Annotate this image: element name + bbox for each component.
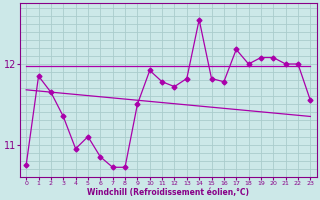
X-axis label: Windchill (Refroidissement éolien,°C): Windchill (Refroidissement éolien,°C) xyxy=(87,188,249,197)
